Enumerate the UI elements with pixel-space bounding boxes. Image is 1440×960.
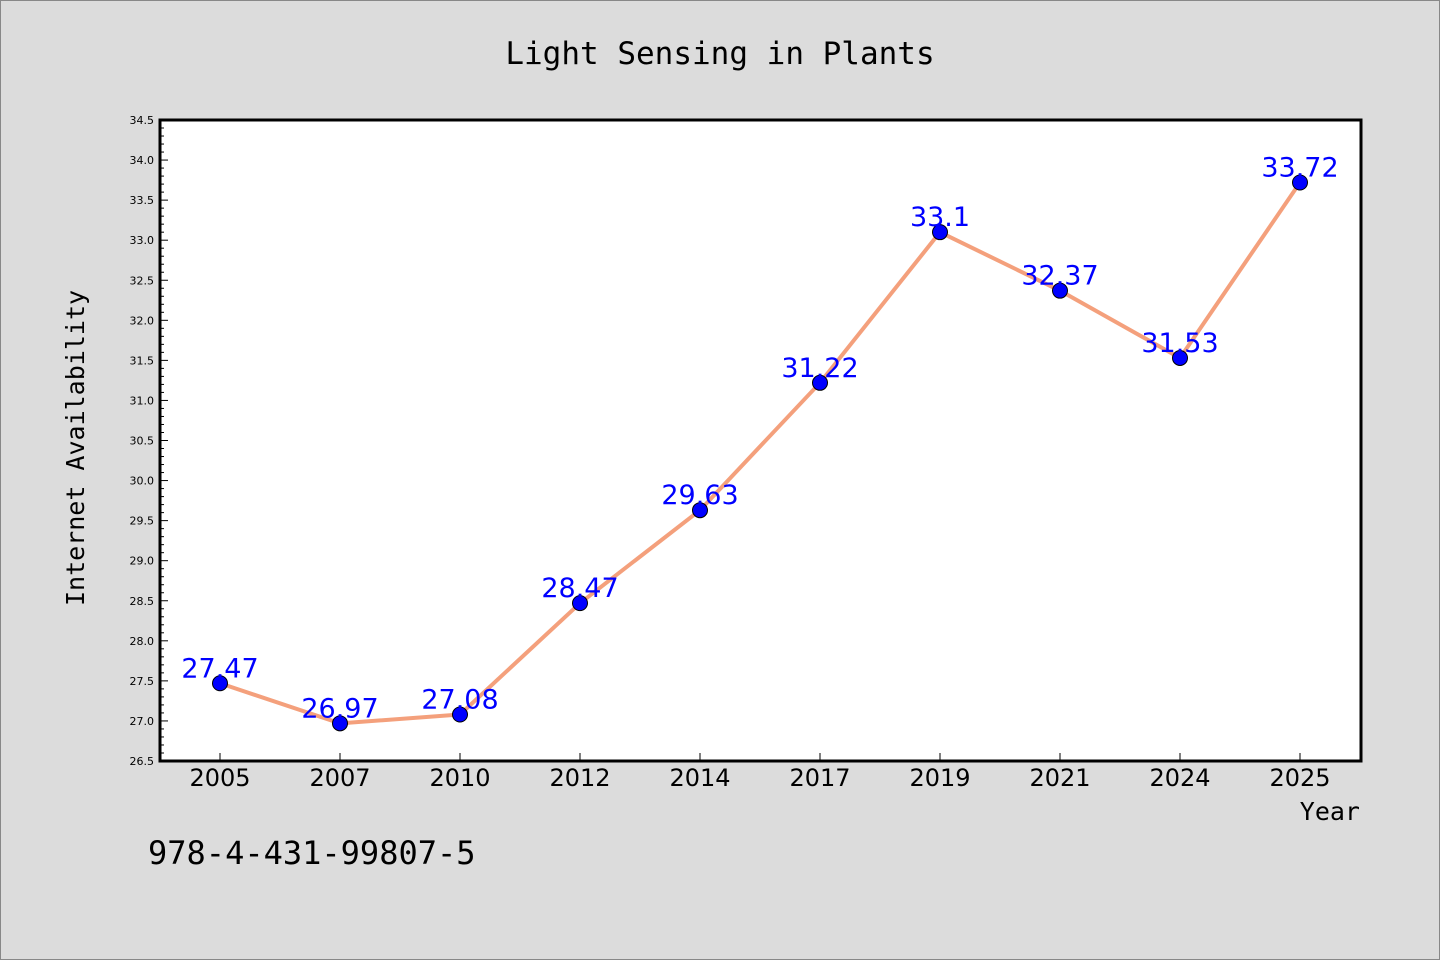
- plot-frame: [158, 118, 1363, 763]
- y-tick-label: 33.5: [130, 194, 155, 207]
- y-tick-label: 27.5: [130, 675, 155, 688]
- x-axis-label: Year: [1300, 797, 1360, 826]
- y-tick-label: 29.5: [130, 515, 155, 528]
- data-labels: 27.47 26.97 27.08 28.47 29.63 31.22 33.1 32.37 3…: [181, 152, 1338, 724]
- data-point: [932, 224, 948, 241]
- y-tick-label: 27.0: [130, 715, 155, 728]
- y-tick-label: 28.5: [130, 595, 155, 608]
- y-tick-label: 31.0: [130, 394, 155, 407]
- x-tick-label: 2021: [1029, 764, 1090, 792]
- y-axis-label: Internet Availability: [61, 290, 90, 606]
- data-label: 31.53: [1141, 328, 1218, 359]
- x-tick-label: 2007: [309, 764, 370, 792]
- data-point: [452, 706, 468, 723]
- isbn-text: 978-4-431-99807-5: [148, 834, 476, 872]
- data-label: 33.1: [910, 202, 970, 233]
- y-tick-label: 33.0: [130, 234, 155, 247]
- data-label: 26.97: [301, 693, 378, 724]
- y-tick-label: 28.0: [130, 635, 155, 648]
- data-label: 27.08: [421, 685, 498, 716]
- x-tick-label: 2024: [1149, 764, 1210, 792]
- y-tick-label: 34.5: [130, 114, 155, 127]
- data-label: 33.72: [1261, 152, 1338, 183]
- data-label: 29.63: [661, 480, 738, 511]
- x-tick-label: 2010: [429, 764, 490, 792]
- data-label: 32.37: [1021, 261, 1098, 292]
- y-tick-label: 29.0: [130, 555, 155, 568]
- y-tick-label: 31.5: [130, 354, 155, 367]
- x-tick-label: 2005: [189, 764, 250, 792]
- x-tick-label: 2025: [1269, 764, 1330, 792]
- data-point: [1172, 349, 1188, 366]
- x-tick-label: 2014: [669, 764, 730, 792]
- series-line: [218, 180, 1302, 726]
- y-tick-label: 26.5: [130, 755, 155, 768]
- data-point: [692, 502, 708, 519]
- data-point: [572, 595, 588, 612]
- y-tick-label: 30.0: [130, 475, 155, 488]
- plot-area: [160, 120, 1361, 761]
- y-axis-ticks: 26.5 27.0 27.5 28.0 28.5 29.0 29.5 30.0 30.5 31.0…: [130, 114, 168, 768]
- data-label: 27.47: [181, 653, 258, 684]
- chart-title: Light Sensing in Plants: [505, 36, 934, 72]
- x-tick-label: 2019: [909, 764, 970, 792]
- data-point: [1052, 282, 1068, 299]
- data-point: [212, 675, 228, 692]
- data-label: 31.22: [781, 353, 858, 384]
- data-point: [1292, 174, 1308, 191]
- data-point: [332, 715, 348, 732]
- y-tick-label: 30.5: [130, 435, 155, 448]
- y-tick-label: 32.5: [130, 274, 155, 287]
- x-tick-label: 2012: [549, 764, 610, 792]
- data-label: 28.47: [541, 573, 618, 604]
- data-point: [812, 374, 828, 391]
- y-tick-label: 32.0: [130, 314, 155, 327]
- x-tick-label: 2017: [789, 764, 850, 792]
- y-tick-label: 34.0: [130, 154, 155, 167]
- series-markers: [212, 174, 1308, 732]
